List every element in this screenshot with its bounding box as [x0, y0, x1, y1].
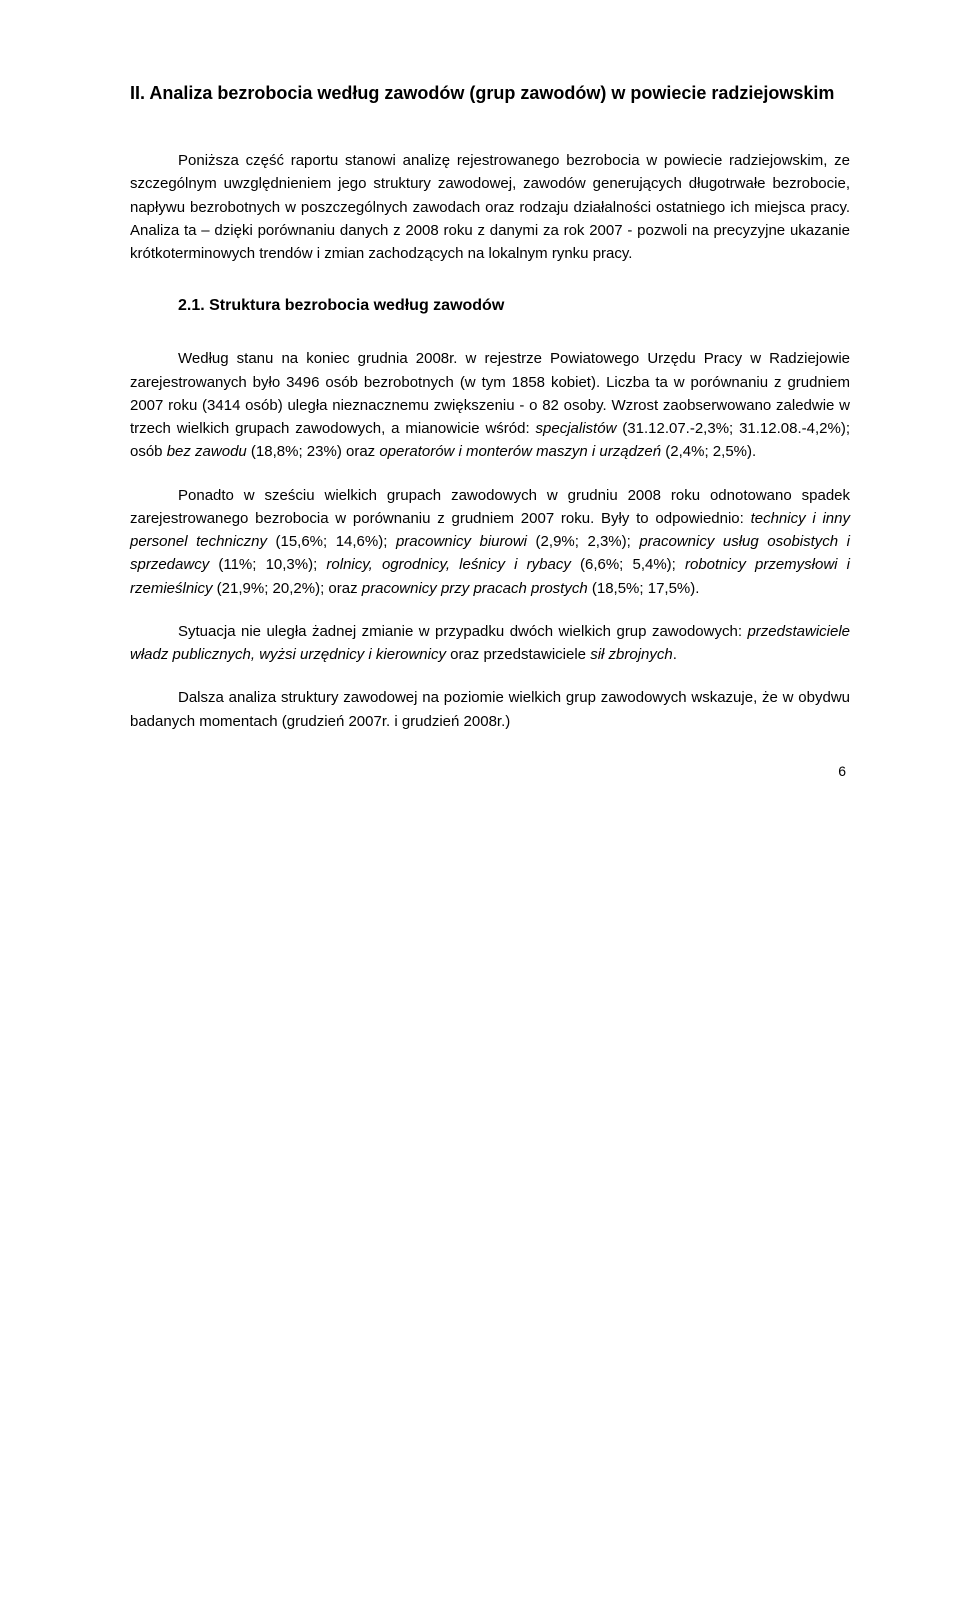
text-run: (11%; 10,3%);	[209, 556, 326, 573]
text-run: (6,6%; 5,4%);	[571, 556, 685, 573]
subsection-heading: 2.1. Struktura bezrobocia według zawodów	[130, 297, 850, 315]
text-run: oraz przedstawiciele	[446, 646, 590, 663]
text-run: (2,9%; 2,3%);	[527, 533, 639, 550]
italic-term: sił zbrojnych	[590, 646, 673, 663]
italic-term: pracownicy biurowi	[396, 533, 527, 550]
page-number: 6	[130, 763, 850, 779]
italic-term: bez zawodu	[167, 443, 247, 460]
paragraph-intro: Poniższa część raportu stanowi analizę r…	[130, 149, 850, 265]
paragraph-2: Według stanu na koniec grudnia 2008r. w …	[130, 347, 850, 463]
italic-term: pracownicy przy pracach prostych	[362, 580, 588, 597]
section-heading: II. Analiza bezrobocia według zawodów (g…	[130, 80, 850, 107]
document-page: II. Analiza bezrobocia według zawodów (g…	[0, 0, 960, 829]
text-run: (18,8%; 23%) oraz	[247, 443, 380, 460]
text-run: Sytuacja nie uległa żadnej zmianie w prz…	[178, 623, 747, 640]
italic-term: rolnicy, ogrodnicy, leśnicy i rybacy	[326, 556, 570, 573]
text-run: (21,9%; 20,2%); oraz	[213, 580, 362, 597]
italic-term: specjalistów	[536, 420, 617, 437]
italic-term: operatorów i monterów maszyn i urządzeń	[379, 443, 661, 460]
text-run: .	[673, 646, 677, 663]
text-run: Ponadto w sześciu wielkich grupach zawod…	[130, 487, 850, 527]
paragraph-4: Sytuacja nie uległa żadnej zmianie w prz…	[130, 620, 850, 667]
text-run: (2,4%; 2,5%).	[661, 443, 756, 460]
text-run: (15,6%; 14,6%);	[267, 533, 396, 550]
text-run: (18,5%; 17,5%).	[588, 580, 700, 597]
paragraph-5: Dalsza analiza struktury zawodowej na po…	[130, 686, 850, 733]
paragraph-3: Ponadto w sześciu wielkich grupach zawod…	[130, 484, 850, 600]
